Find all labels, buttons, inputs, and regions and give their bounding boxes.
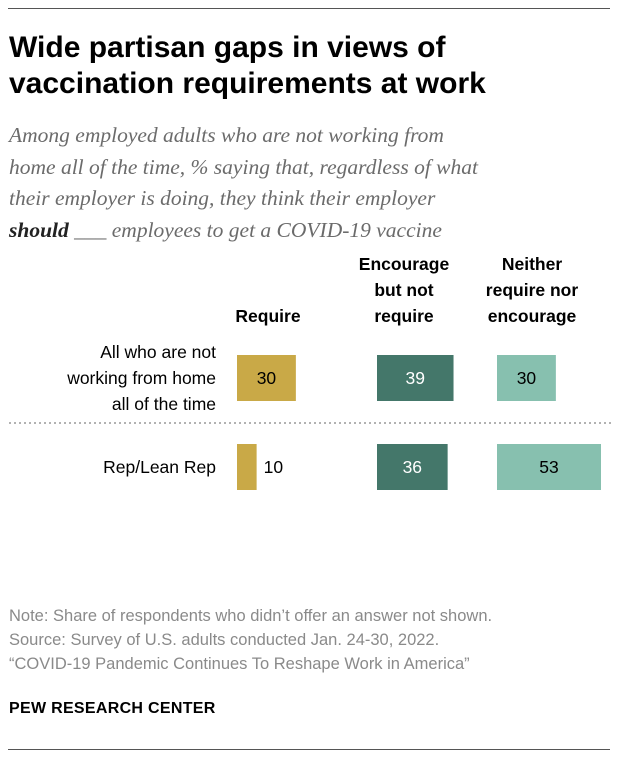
bar-neither	[497, 355, 556, 401]
subtitle-line-3: their employer is doing, they think thei…	[9, 186, 436, 210]
chart-subtitle: Among employed adults who are not workin…	[9, 120, 609, 246]
row-label: all of the time	[112, 394, 216, 414]
column-header-encourage: require	[374, 306, 434, 326]
bar-require	[237, 355, 296, 401]
subtitle-emphasis: should	[9, 217, 69, 242]
chart-title: Wide partisan gaps in views of vaccinati…	[9, 30, 609, 102]
bar-encourage	[377, 355, 454, 401]
bar-require	[237, 444, 257, 490]
notes: Note: Share of respondents who didn’t of…	[9, 604, 614, 676]
top-rule	[8, 8, 610, 9]
row-label: working from home	[66, 368, 216, 388]
row-label: All who are not	[100, 342, 216, 362]
subtitle-line-4: should ___ employees to get a COVID-19 v…	[9, 215, 609, 247]
data-label-require: 10	[264, 457, 284, 477]
data-label-neither: 30	[517, 368, 537, 388]
title-line-2: vaccination requirements at work	[9, 67, 486, 100]
data-label-encourage: 36	[403, 457, 422, 477]
row-label: Rep/Lean Rep	[103, 457, 216, 477]
column-header-encourage: but not	[374, 280, 433, 300]
subtitle-line-2: home all of the time, % saying that, reg…	[9, 154, 478, 179]
data-label-neither: 53	[539, 457, 558, 477]
title-line-1: Wide partisan gaps in views of	[9, 31, 446, 64]
bar-neither	[497, 444, 601, 490]
column-header-require: Require	[235, 306, 300, 326]
source-line: Source: Survey of U.S. adults conducted …	[9, 631, 440, 649]
bar-chart: Require Encourage but not require Neither req…	[9, 255, 611, 490]
column-header-neither: Neither	[502, 255, 562, 274]
subtitle-rest: ___ employees to get a COVID-19 vaccine	[68, 217, 442, 242]
report-title-line: “COVID-19 Pandemic Continues To Reshape …	[9, 655, 470, 673]
subtitle-line-1: Among employed adults who are not workin…	[9, 123, 444, 147]
bar-encourage	[377, 444, 448, 490]
pew-brand: PEW RESEARCH CENTER	[9, 700, 216, 717]
bottom-rule	[8, 749, 610, 750]
note-line: Note: Share of respondents who didn’t of…	[9, 607, 493, 625]
column-header-neither: require nor	[486, 280, 579, 300]
data-label-require: 30	[257, 368, 277, 388]
column-header-neither: encourage	[488, 306, 577, 326]
column-header-encourage: Encourage	[359, 255, 450, 274]
data-label-encourage: 39	[406, 368, 425, 388]
